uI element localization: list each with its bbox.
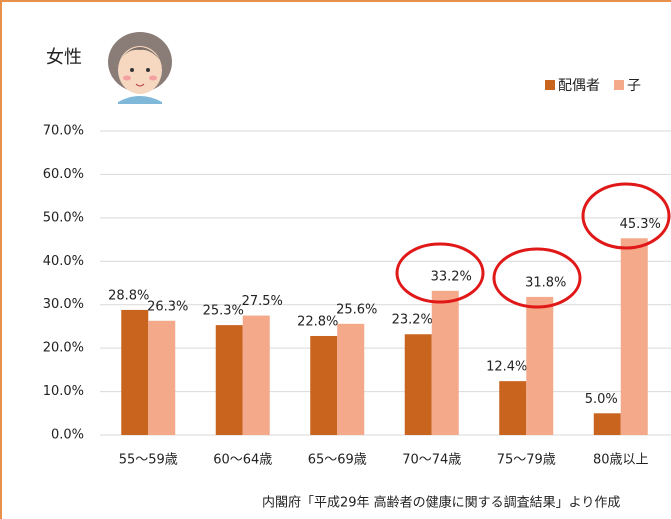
data-label: 25.3% [203,304,244,319]
x-tick-label: 55～59歳 [119,453,178,468]
y-tick-label: 30.0% [43,297,84,312]
bar [621,238,648,435]
y-tick-label: 10.0% [43,384,84,399]
bar [526,297,553,435]
data-label: 28.8% [108,288,149,303]
data-label: 27.5% [242,294,283,309]
x-tick-label: 65～69歳 [308,453,367,468]
chart-title: 女性 [46,47,82,68]
y-tick-label: 70.0% [43,124,84,139]
bar [243,316,270,435]
legend-label: 配偶者 [558,78,600,94]
legend-swatch [614,80,624,90]
y-tick-label: 0.0% [51,428,84,443]
page: 女性 0.0% 10.0% 20.0% 30.0% 40.0% 50.0% 60.0% 70.… [0,0,671,519]
x-tick-label: 70～74歳 [402,453,461,468]
bar [216,325,243,435]
data-label: 22.8% [297,314,338,329]
source-note: 内閣府「平成29年 高齢者の健康に関する調査結果」より作成 [262,495,620,511]
x-tick-label: 80歳以上 [593,453,649,468]
bar [148,321,175,435]
data-label: 45.3% [620,217,661,232]
y-tick-label: 40.0% [43,254,84,269]
legend-swatch [545,80,555,90]
bar [594,413,621,435]
y-tick-label: 20.0% [43,341,84,356]
y-tick-label: 50.0% [43,210,84,225]
data-label: 5.0% [585,392,618,407]
data-label: 23.2% [392,313,433,328]
bar [310,336,337,435]
bar [499,381,526,435]
data-label: 33.2% [431,269,472,284]
data-label: 12.4% [486,360,527,375]
x-tick-label: 60～64歳 [213,453,272,468]
data-label: 25.6% [336,302,377,317]
y-tick-label: 60.0% [43,167,84,182]
bar [405,334,432,435]
data-label: 31.8% [525,275,566,290]
bar [432,291,459,435]
data-label: 26.3% [147,299,188,314]
bar [337,324,364,435]
x-tick-label: 75～79歳 [497,453,556,468]
legend-label: 子 [627,78,641,94]
chart: 女性 0.0% 10.0% 20.0% 30.0% 40.0% 50.0% 60.0% 70.… [0,0,671,519]
bar [121,310,148,435]
